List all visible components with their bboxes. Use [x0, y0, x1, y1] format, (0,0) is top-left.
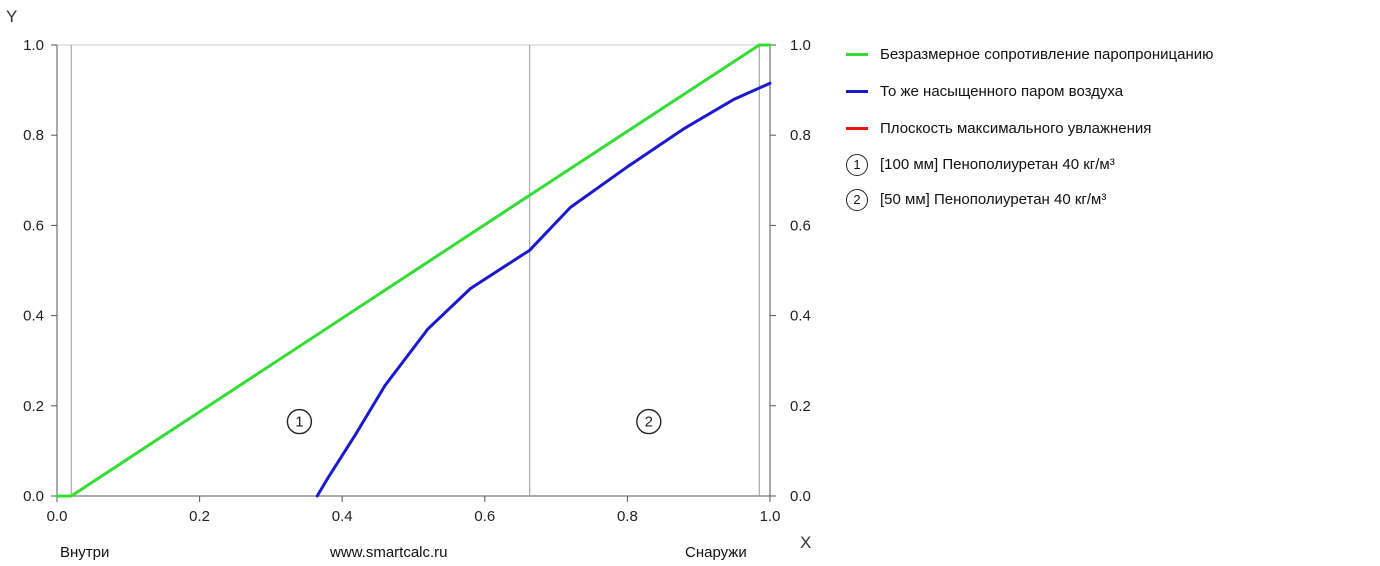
y-tick-label-left: 0.2 — [23, 398, 44, 415]
layer-marker-number: 2 — [645, 414, 653, 431]
layer-marker-circle — [636, 408, 662, 435]
y-tick-label-right: 0.2 — [790, 398, 811, 415]
layer-label: [50 мм] Пенополиуретан 40 кг/м³ — [880, 191, 1107, 208]
x-axis-label: X — [800, 533, 811, 552]
layer-marker-number: 1 — [295, 414, 303, 431]
website-label: www.smartcalc.ru — [329, 544, 448, 561]
legend-swatch-blue — [846, 90, 868, 93]
legend: Безразмерное сопротивление паропроницани… — [840, 36, 1213, 217]
legend-label: Безразмерное сопротивление паропроницани… — [880, 46, 1214, 63]
legend-layer-1: 1 [100 мм] Пенополиуретан 40 кг/м³ — [840, 147, 1213, 182]
layer-marker-circle — [286, 408, 313, 435]
legend-label: Плоскость максимального увлажнения — [880, 120, 1152, 137]
layer-number-badge: 2 — [846, 188, 868, 211]
series-line — [55, 43, 772, 498]
x-tick-label: 1.0 — [760, 508, 781, 525]
x-tick-label: 0.6 — [474, 508, 495, 525]
legend-item-blue: То же насыщенного паром воздуха — [840, 73, 1213, 110]
legend-layer-2: 2 [50 мм] Пенополиуретан 40 кг/м³ — [840, 182, 1213, 217]
legend-label: То же насыщенного паром воздуха — [880, 83, 1124, 100]
y-tick-label-right: 0.6 — [790, 217, 811, 234]
legend-swatch-red — [846, 127, 868, 130]
legend-item-red: Плоскость максимального увлажнения — [840, 110, 1213, 147]
layer-number-badge: 1 — [846, 153, 868, 176]
y-tick-label-right: 1.0 — [790, 37, 811, 54]
y-tick-label-left: 0.6 — [23, 217, 44, 234]
y-tick-label-left: 0.4 — [23, 308, 44, 325]
x-tick-label: 0.4 — [332, 508, 353, 525]
legend-item-green: Безразмерное сопротивление паропроницани… — [840, 36, 1213, 73]
y-tick-label-right: 0.8 — [790, 127, 811, 144]
legend-swatch-green — [846, 53, 868, 56]
x-tick-label: 0.8 — [617, 508, 638, 525]
y-tick-label-left: 0.0 — [23, 488, 44, 505]
outside-label: Снаружи — [685, 544, 747, 561]
y-tick-label-right: 0.4 — [790, 308, 811, 325]
series-line — [315, 81, 772, 498]
inside-label: Внутри — [60, 544, 109, 561]
y-tick-label-left: 1.0 — [23, 37, 44, 54]
x-tick-label: 0.0 — [47, 508, 68, 525]
y-axis-label: Y — [6, 7, 17, 26]
layer-label: [100 мм] Пенополиуретан 40 кг/м³ — [880, 156, 1115, 173]
x-tick-label: 0.2 — [189, 508, 210, 525]
y-tick-label-left: 0.8 — [23, 127, 44, 144]
y-tick-label-right: 0.0 — [790, 488, 811, 505]
